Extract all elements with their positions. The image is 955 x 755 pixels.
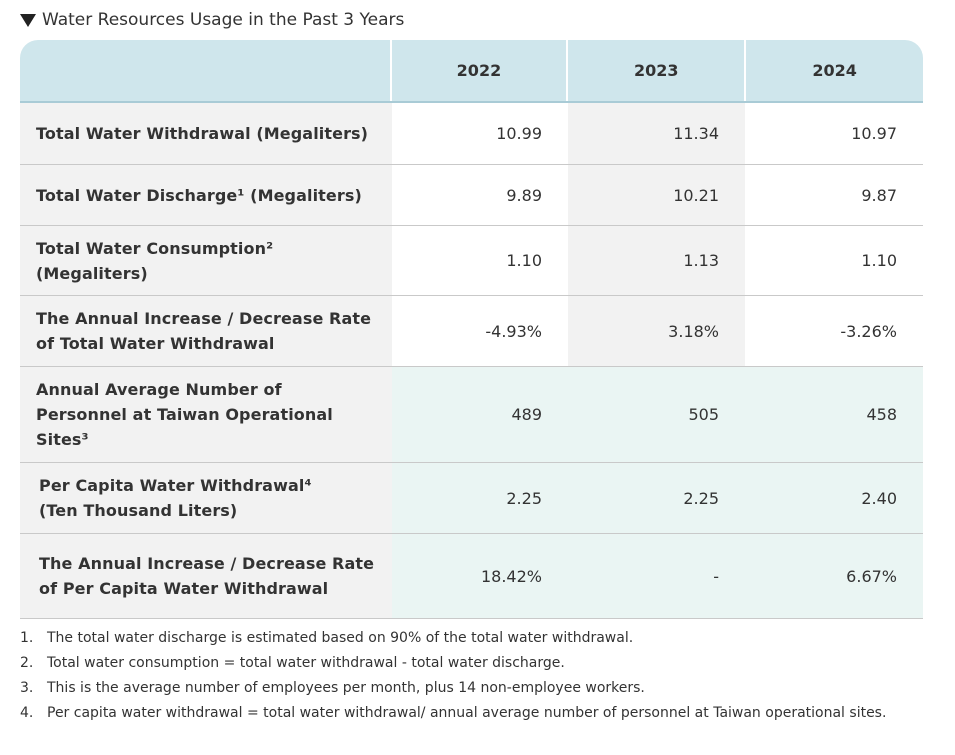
value-cell: 10.21 bbox=[568, 165, 745, 225]
value-cell: 11.34 bbox=[568, 103, 745, 164]
value-cell: 18.42% bbox=[392, 534, 568, 618]
header-cell-2023: 2023 bbox=[566, 40, 744, 101]
table-row: Total Water Consumption² (Megaliters) 1.… bbox=[20, 226, 923, 296]
value-cell: 3.18% bbox=[568, 296, 745, 366]
collapse-triangle-icon[interactable] bbox=[20, 13, 36, 27]
value-cell: 1.10 bbox=[861, 251, 897, 270]
footnote-text: Total water consumption = total water wi… bbox=[47, 655, 565, 671]
row-label: Total Water Discharge¹ (Megaliters) bbox=[20, 165, 392, 225]
section-title[interactable]: Water Resources Usage in the Past 3 Year… bbox=[20, 8, 404, 32]
row-label: Total Water Consumption² (Megaliters) bbox=[20, 226, 392, 295]
value-cell: 458 bbox=[745, 367, 923, 462]
footnote-number: 4. bbox=[20, 705, 34, 721]
footnote-item: 4. Per capita water withdrawal = total w… bbox=[20, 701, 886, 726]
value-cell: 1.10 bbox=[506, 251, 542, 270]
table-row: Annual Average Number of Personnel at Ta… bbox=[20, 367, 923, 463]
header-cell-2024: 2024 bbox=[744, 40, 923, 101]
table-row: Total Water Withdrawal (Megaliters) 10.9… bbox=[20, 103, 923, 165]
value-cell: 9.89 bbox=[506, 185, 542, 205]
footnote-number: 3. bbox=[20, 680, 34, 696]
value-cell: - bbox=[568, 534, 745, 618]
footnote-number: 2. bbox=[20, 655, 34, 671]
footnotes-list: 1. The total water discharge is estimate… bbox=[20, 626, 886, 726]
value-cell: 10.99 bbox=[496, 124, 542, 143]
table-row: The Annual Increase / Decrease Rate of T… bbox=[20, 296, 923, 367]
row-label: The Annual Increase / Decrease Rate of P… bbox=[20, 534, 392, 618]
value-cell: -4.93% bbox=[485, 321, 542, 341]
value-cell: 2.25 bbox=[392, 463, 568, 533]
water-usage-table: 2022 2023 2024 Total Water Withdrawal (M… bbox=[20, 40, 923, 619]
value-cell: 2.40 bbox=[745, 463, 923, 533]
footnote-text: The total water discharge is estimated b… bbox=[47, 630, 634, 646]
footnote-item: 1. The total water discharge is estimate… bbox=[20, 626, 886, 651]
footnote-item: 2. Total water consumption = total water… bbox=[20, 651, 886, 676]
table-row: The Annual Increase / Decrease Rate of P… bbox=[20, 534, 923, 619]
footnote-text: This is the average number of employees … bbox=[47, 680, 645, 696]
value-cell: 10.97 bbox=[851, 124, 897, 143]
header-cell-blank bbox=[20, 40, 390, 101]
table-row: Total Water Discharge¹ (Megaliters) 9.89… bbox=[20, 165, 923, 226]
section-title-text: Water Resources Usage in the Past 3 Year… bbox=[42, 10, 405, 30]
value-cell: 1.13 bbox=[568, 226, 745, 295]
value-cell: 489 bbox=[392, 367, 568, 462]
value-cell: 6.67% bbox=[745, 534, 923, 618]
value-cell: 2.25 bbox=[568, 463, 745, 533]
value-cell: 505 bbox=[568, 367, 745, 462]
footnote-item: 3. This is the average number of employe… bbox=[20, 676, 886, 701]
row-label: The Annual Increase / Decrease Rate of T… bbox=[20, 296, 392, 366]
table-header-row: 2022 2023 2024 bbox=[20, 40, 923, 103]
table-row: Per Capita Water Withdrawal⁴ (Ten Thousa… bbox=[20, 463, 923, 534]
row-label: Total Water Withdrawal (Megaliters) bbox=[20, 103, 392, 164]
footnote-text: Per capita water withdrawal = total wate… bbox=[47, 705, 887, 721]
footnote-number: 1. bbox=[20, 630, 34, 646]
row-label: Annual Average Number of Personnel at Ta… bbox=[20, 367, 392, 462]
header-cell-2022: 2022 bbox=[389, 40, 567, 101]
value-cell: 9.87 bbox=[861, 185, 897, 205]
row-label: Per Capita Water Withdrawal⁴ (Ten Thousa… bbox=[20, 463, 392, 533]
value-cell: -3.26% bbox=[840, 321, 897, 341]
